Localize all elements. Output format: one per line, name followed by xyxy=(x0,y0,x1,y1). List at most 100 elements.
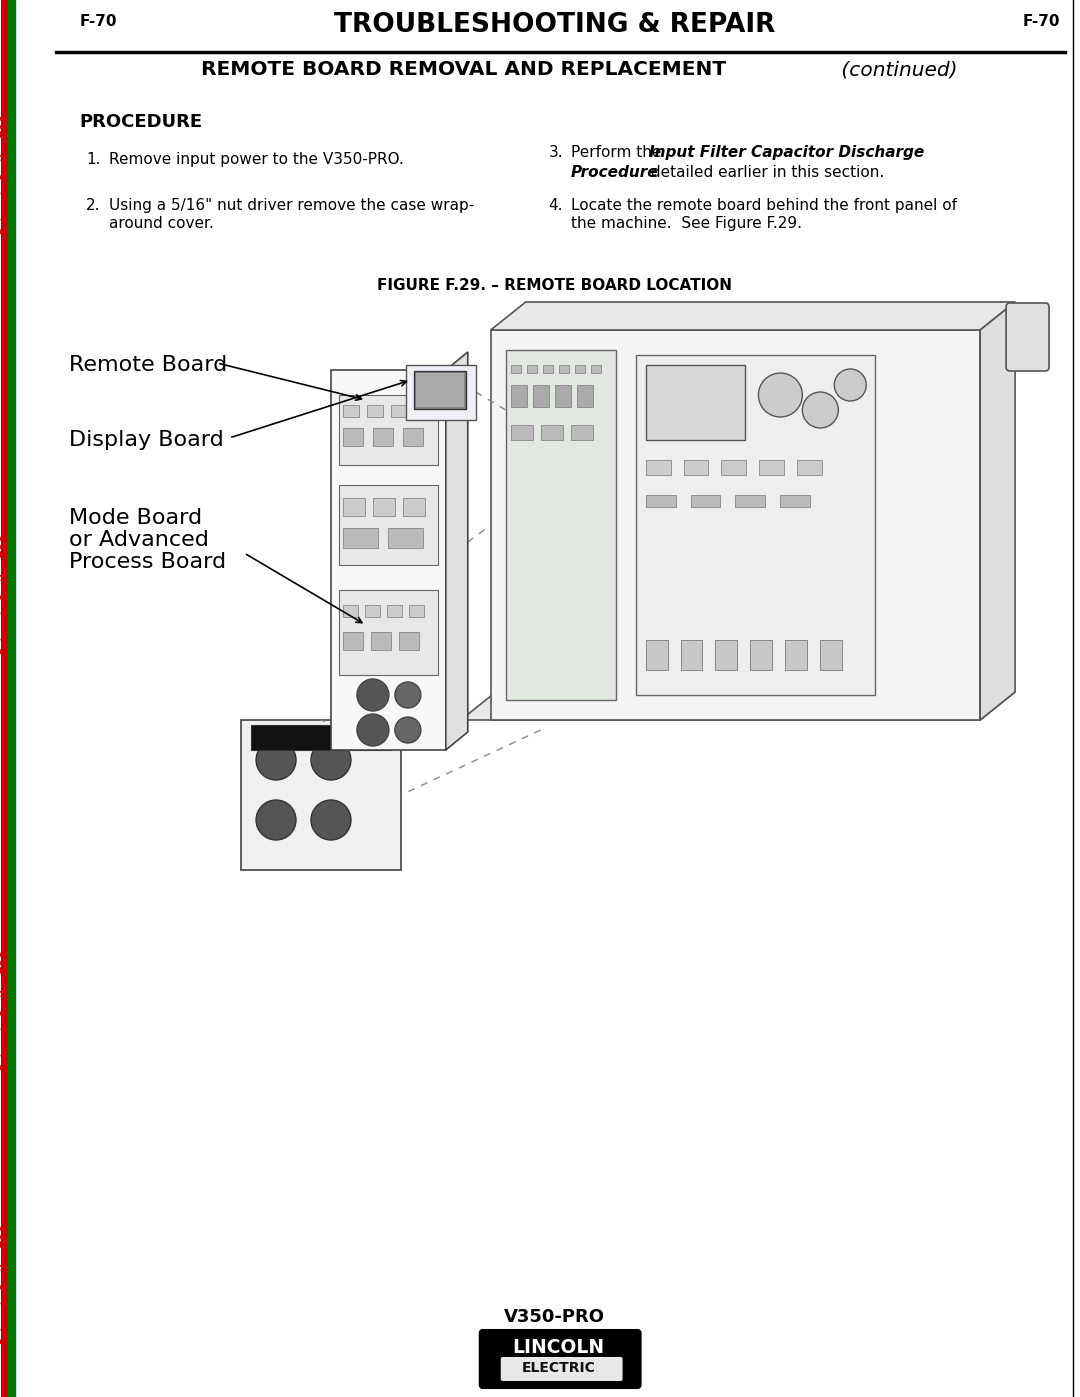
Bar xyxy=(715,640,738,671)
Bar xyxy=(403,497,424,515)
Text: 2.: 2. xyxy=(86,198,100,212)
Circle shape xyxy=(395,717,421,743)
Bar xyxy=(387,605,402,617)
Text: ELECTRIC: ELECTRIC xyxy=(522,1361,595,1375)
Text: or Advanced: or Advanced xyxy=(69,529,210,550)
Bar xyxy=(403,427,423,446)
Bar xyxy=(532,386,549,407)
Bar xyxy=(1,0,9,1397)
Circle shape xyxy=(835,369,866,401)
Text: Using a 5/16" nut driver remove the case wrap-: Using a 5/16" nut driver remove the case… xyxy=(109,198,474,212)
Text: Input Filter Capacitor Discharge: Input Filter Capacitor Discharge xyxy=(649,145,923,161)
Bar xyxy=(591,365,600,373)
Text: Return to Section TOC: Return to Section TOC xyxy=(1,950,10,1070)
Bar xyxy=(241,719,401,870)
Bar xyxy=(541,425,563,440)
Bar xyxy=(511,365,521,373)
Text: LINCOLN: LINCOLN xyxy=(513,1338,605,1356)
Text: ®: ® xyxy=(624,1337,635,1347)
FancyBboxPatch shape xyxy=(480,1330,640,1389)
Bar xyxy=(527,365,537,373)
Bar xyxy=(343,405,359,416)
Text: Return to Master TOC: Return to Master TOC xyxy=(8,117,17,233)
Bar xyxy=(490,330,981,719)
Bar xyxy=(690,495,720,507)
Bar xyxy=(370,631,391,650)
Bar xyxy=(555,386,570,407)
Circle shape xyxy=(758,373,802,416)
Text: 4.: 4. xyxy=(549,198,563,212)
Bar xyxy=(343,497,365,515)
Text: Locate the remote board behind the front panel of: Locate the remote board behind the front… xyxy=(570,198,957,212)
Bar xyxy=(570,425,593,440)
Bar xyxy=(785,640,808,671)
Bar xyxy=(511,425,532,440)
Text: V350-PRO: V350-PRO xyxy=(504,1308,605,1326)
Bar xyxy=(646,460,671,475)
Bar xyxy=(797,460,822,475)
Bar xyxy=(558,365,569,373)
Bar xyxy=(415,405,431,416)
Text: Return to Master TOC: Return to Master TOC xyxy=(8,1227,17,1343)
Bar xyxy=(575,365,584,373)
Bar xyxy=(339,395,437,465)
Circle shape xyxy=(356,679,389,711)
Bar xyxy=(577,386,593,407)
Text: 3.: 3. xyxy=(549,145,564,161)
Text: F-70: F-70 xyxy=(1023,14,1061,29)
Bar xyxy=(343,631,363,650)
Circle shape xyxy=(256,740,296,780)
Text: Remote Board: Remote Board xyxy=(69,355,228,374)
Polygon shape xyxy=(461,692,1015,719)
Bar xyxy=(735,495,766,507)
Text: Display Board: Display Board xyxy=(69,430,224,450)
Bar xyxy=(781,495,810,507)
Bar xyxy=(373,497,395,515)
Bar xyxy=(406,365,476,420)
Circle shape xyxy=(395,682,421,708)
Bar xyxy=(414,372,465,409)
Bar xyxy=(373,427,393,446)
Text: F-70: F-70 xyxy=(79,14,117,29)
Text: PROCEDURE: PROCEDURE xyxy=(79,113,202,131)
Text: FIGURE F.29. – REMOTE BOARD LOCATION: FIGURE F.29. – REMOTE BOARD LOCATION xyxy=(377,278,732,293)
Text: the machine.  See Figure F.29.: the machine. See Figure F.29. xyxy=(570,217,801,231)
Bar xyxy=(391,405,407,416)
Polygon shape xyxy=(981,302,1015,719)
Circle shape xyxy=(802,393,838,427)
Bar xyxy=(343,528,378,548)
Bar xyxy=(721,460,746,475)
Text: Return to Master TOC: Return to Master TOC xyxy=(8,951,17,1069)
Text: TROUBLESHOOTING & REPAIR: TROUBLESHOOTING & REPAIR xyxy=(334,13,775,38)
Text: Return to Section TOC: Return to Section TOC xyxy=(1,535,10,655)
Text: detailed earlier in this section.: detailed earlier in this section. xyxy=(646,165,883,180)
Text: Return to Master TOC: Return to Master TOC xyxy=(8,536,17,654)
Bar xyxy=(759,460,784,475)
Bar xyxy=(680,640,702,671)
Bar xyxy=(646,640,667,671)
Bar xyxy=(343,427,363,446)
Text: Return to Section TOC: Return to Section TOC xyxy=(1,1225,10,1344)
Bar xyxy=(365,605,380,617)
Bar xyxy=(409,605,423,617)
Text: Return to Section TOC: Return to Section TOC xyxy=(1,116,10,235)
Bar xyxy=(251,725,391,750)
Bar xyxy=(511,386,527,407)
Bar xyxy=(330,370,446,750)
Bar xyxy=(339,590,437,675)
Circle shape xyxy=(256,800,296,840)
Bar xyxy=(339,485,437,564)
Text: 1.: 1. xyxy=(86,152,100,168)
Text: REMOTE BOARD REMOVAL AND REPLACEMENT: REMOTE BOARD REMOVAL AND REPLACEMENT xyxy=(201,60,726,80)
Bar xyxy=(751,640,772,671)
Bar xyxy=(646,365,745,440)
Text: Process Board: Process Board xyxy=(69,552,227,571)
Text: around cover.: around cover. xyxy=(109,217,214,231)
Bar xyxy=(505,351,616,700)
Bar xyxy=(635,355,875,694)
Polygon shape xyxy=(490,302,1015,330)
Text: Mode Board: Mode Board xyxy=(69,509,202,528)
Bar xyxy=(9,0,15,1397)
FancyBboxPatch shape xyxy=(1007,303,1049,372)
Circle shape xyxy=(311,800,351,840)
